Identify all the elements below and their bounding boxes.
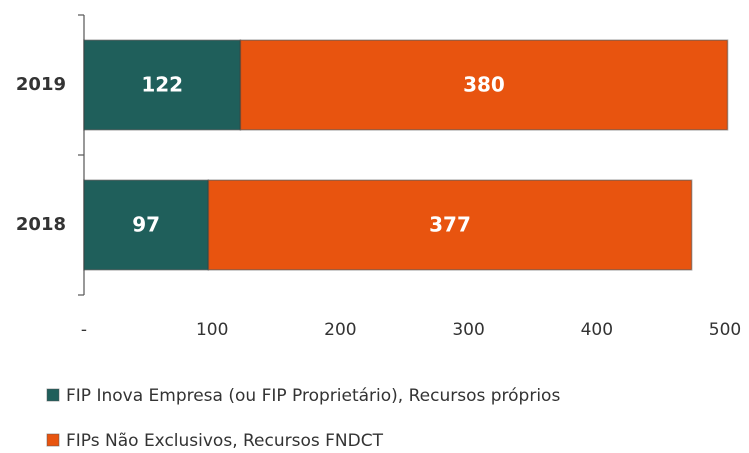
bar-segment: [83, 179, 210, 271]
bar-segment: [207, 179, 693, 271]
legend-label: FIPs Não Exclusivos, Recursos FNDCT: [66, 431, 384, 451]
y-tick-label: 2019: [16, 74, 66, 95]
x-tick-label: 100: [196, 320, 228, 340]
data-label: 380: [463, 73, 505, 97]
bar-segment: [239, 39, 729, 131]
bar-segment: [83, 39, 242, 131]
x-tick-label: 400: [581, 320, 613, 340]
x-tick-label: -: [81, 320, 87, 340]
y-tick-label: 2018: [16, 214, 66, 235]
x-tick-label: 500: [709, 320, 741, 340]
legend-swatch: [46, 433, 60, 447]
legend-swatch: [46, 388, 60, 402]
data-label: 122: [141, 73, 183, 97]
x-tick-label: 200: [324, 320, 356, 340]
data-label: 377: [429, 213, 471, 237]
data-label: 97: [132, 213, 160, 237]
legend-label: FIP Inova Empresa (ou FIP Proprietário),…: [66, 386, 560, 406]
x-tick-label: 300: [452, 320, 484, 340]
